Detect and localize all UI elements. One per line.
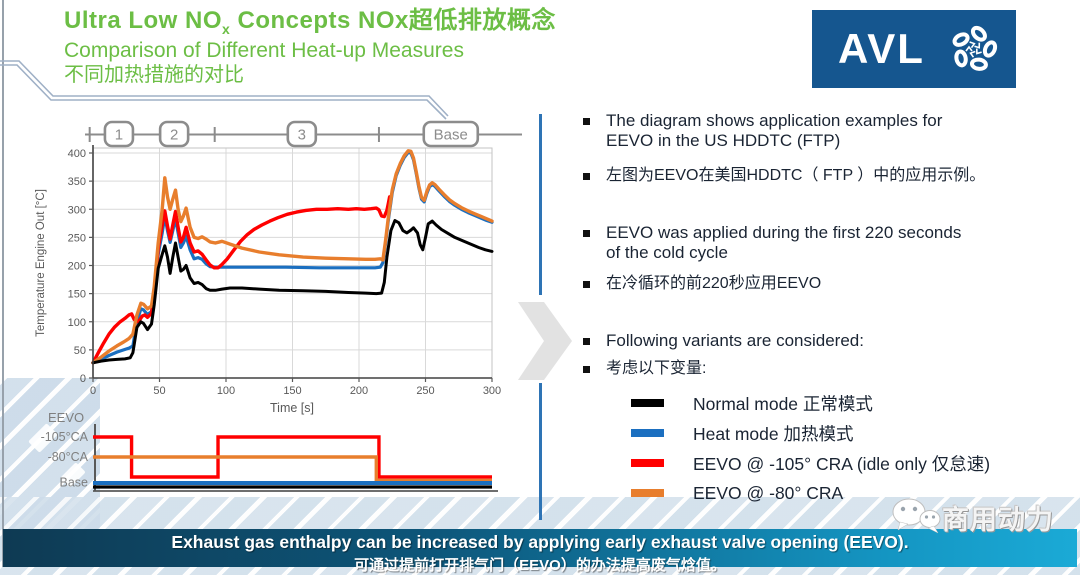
chevron-right-icon xyxy=(518,302,572,380)
bullet-icon xyxy=(583,366,590,373)
svg-text:Base: Base xyxy=(434,127,468,144)
page-subtitle: Comparison of Different Heat-up Measures xyxy=(64,39,464,63)
legend-item-eevo-80: EEVO @ -80° CRA xyxy=(583,483,1075,503)
svg-text:200: 200 xyxy=(68,261,86,273)
legend-item-heat-mode: Heat mode 加热模式 xyxy=(583,423,1075,444)
svg-text:-105°CA: -105°CA xyxy=(41,430,89,444)
bullet-diagram-shows: The diagram shows application examples f… xyxy=(583,111,1075,151)
bullet-icon xyxy=(583,118,590,125)
legend-color-bar xyxy=(631,399,664,407)
legend-item-eevo-105: EEVO @ -105° CRA (idle only 仅怠速) xyxy=(583,453,1075,474)
svg-text:1: 1 xyxy=(115,127,123,144)
vertical-divider-top xyxy=(539,114,542,295)
vertical-divider-bottom xyxy=(539,383,542,520)
svg-text:Base: Base xyxy=(60,476,89,490)
svg-text:250: 250 xyxy=(416,385,434,397)
watermark: 商用动力 xyxy=(890,496,1054,538)
page-title: Ultra Low NOx Concepts NOx超低排放概念 xyxy=(64,7,556,37)
svg-text:2: 2 xyxy=(170,127,178,144)
avl-logo-text: AVL xyxy=(838,25,925,72)
watermark-text: 商用动力 xyxy=(942,504,1054,535)
svg-text:0: 0 xyxy=(90,385,96,397)
slide-title-block: Ultra Low NOx Concepts NOx超低排放概念 Compari… xyxy=(64,7,556,86)
svg-text:100: 100 xyxy=(217,385,235,397)
avl-logo: AVL xyxy=(812,10,1016,88)
svg-text:350: 350 xyxy=(68,176,86,188)
chart-legend: Normal mode 正常模式 Heat mode 加热模式 EEVO @ -… xyxy=(583,393,1075,503)
svg-text:0: 0 xyxy=(80,373,86,385)
eevo-step-chart: EEVO -105°CA -80°CA Base xyxy=(41,410,498,492)
temperature-chart: 0 50 100 150 200 250 300 0 50 100 150 200 250 300 350 4… xyxy=(35,120,522,415)
svg-text:300: 300 xyxy=(483,385,501,397)
title-underline-swoosh xyxy=(0,60,449,120)
svg-text:100: 100 xyxy=(68,317,86,329)
svg-text:Temperature Engine Out [°C]: Temperature Engine Out [°C] xyxy=(35,189,47,337)
svg-text:150: 150 xyxy=(283,385,301,397)
bullet-icon xyxy=(583,338,590,345)
bottom-message-banner: Exhaust gas enthalpy can be increased by… xyxy=(3,529,1077,574)
avl-logo-mark-icon xyxy=(952,25,998,71)
svg-text:3: 3 xyxy=(298,127,306,144)
legend-color-bar xyxy=(631,489,664,497)
bullet-eevo-applied-cn: 在冷循环的前220秒应用EEVO xyxy=(583,274,1075,294)
legend-color-bar xyxy=(631,459,664,467)
bullet-diagram-shows-cn: 左图为EEVO在美国HDDTC（ FTP ）中的应用示例。 xyxy=(583,166,1075,186)
svg-text:50: 50 xyxy=(74,345,86,357)
legend-item-normal-mode: Normal mode 正常模式 xyxy=(583,393,1075,414)
svg-text:EEVO: EEVO xyxy=(48,410,84,425)
bullet-variants: Following variants are considered: xyxy=(583,331,1075,351)
svg-text:300: 300 xyxy=(68,204,86,216)
svg-text:250: 250 xyxy=(68,232,86,244)
page-subtitle-cn: 不同加热措施的对比 xyxy=(64,63,244,86)
svg-text:-80°CA: -80°CA xyxy=(48,450,89,464)
title-subscript: x xyxy=(222,20,231,37)
bullet-variants-cn: 考虑以下变量: xyxy=(583,359,1075,379)
bullet-icon xyxy=(583,230,590,237)
banner-text-cn: 可通过提前打开排气门（EEVO）的办法提高废气焓值。 xyxy=(354,557,726,574)
bullet-icon xyxy=(583,281,590,288)
svg-text:50: 50 xyxy=(153,385,165,397)
svg-text:200: 200 xyxy=(350,385,368,397)
svg-text:Time [s]: Time [s] xyxy=(270,401,314,415)
bullet-eevo-applied: EEVO was applied during the first 220 se… xyxy=(583,223,1075,263)
legend-color-bar xyxy=(631,429,664,437)
wechat-icon xyxy=(892,498,941,534)
slide-left-border xyxy=(2,0,4,567)
right-text-panel: The diagram shows application examples f… xyxy=(583,111,1075,503)
svg-text:150: 150 xyxy=(68,289,86,301)
banner-text-en: Exhaust gas enthalpy can be increased by… xyxy=(171,532,909,552)
bullet-icon xyxy=(583,173,590,180)
svg-text:400: 400 xyxy=(68,148,86,160)
